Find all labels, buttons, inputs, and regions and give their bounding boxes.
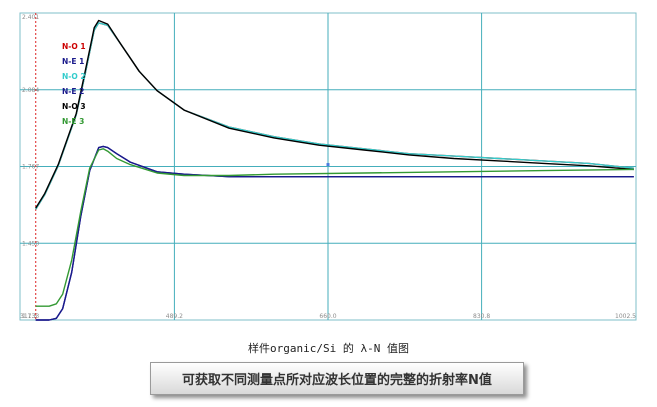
x-tick-label: 489.2 (166, 313, 183, 320)
tick-labels: 317.5 489.2 660.0 830.8 1002.5 1.133 1.450 1.76… (20, 14, 636, 320)
legend-entry: N-O 1 (62, 42, 86, 51)
legend-entry: N-E 3 (62, 117, 84, 126)
caption-banner: 可获取不同测量点所对应波长位置的完整的折射率N值 (150, 362, 524, 395)
x-tick-label: 317.5 (20, 313, 37, 320)
caption-text: 可获取不同测量点所对应波长位置的完整的折射率N值 (182, 373, 492, 388)
series-line (35, 19, 634, 209)
y-tick-label: 1.133 (22, 313, 39, 320)
series-line (35, 148, 634, 307)
y-tick-label: 2.084 (22, 87, 39, 94)
legend: N-O 1 N-E 1 N-O 2 N-E 2 N-O 3 N-E 3 (62, 42, 86, 126)
x-tick-label: 1002.5 (615, 313, 636, 320)
legend-entry: N-E 1 (62, 57, 84, 66)
y-tick-label: 2.401 (22, 14, 39, 21)
legend-entry: N-E 2 (62, 87, 84, 96)
series-line (35, 145, 634, 321)
y-tick-label: 1.767 (22, 164, 39, 171)
chart-title: 样件organic/Si 的 λ-N 值图 (248, 342, 409, 355)
series-lines (35, 19, 634, 321)
legend-entry: N-O 3 (62, 102, 86, 111)
x-tick-label: 830.8 (473, 313, 490, 320)
chart-area: 317.5 489.2 660.0 830.8 1002.5 1.133 1.450 1.76… (19, 12, 637, 321)
x-tick-label: 660.0 (319, 313, 336, 320)
chart-svg: 317.5 489.2 660.0 830.8 1002.5 1.133 1.450 1.76… (19, 12, 637, 321)
data-marker (326, 163, 330, 167)
legend-entry: N-O 2 (62, 72, 86, 81)
y-tick-label: 1.450 (22, 240, 39, 247)
gridlines (20, 13, 636, 320)
